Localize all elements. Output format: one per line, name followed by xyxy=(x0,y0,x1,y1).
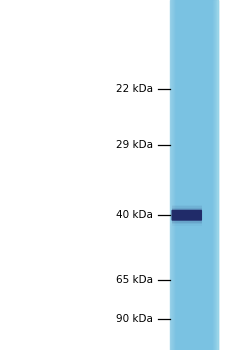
Bar xyxy=(199,0,200,350)
Bar xyxy=(175,0,176,350)
Text: 40 kDa: 40 kDa xyxy=(116,210,153,220)
Bar xyxy=(187,0,188,350)
Bar xyxy=(180,0,181,350)
Bar xyxy=(209,0,210,350)
Bar xyxy=(172,0,173,350)
Text: 22 kDa: 22 kDa xyxy=(116,84,153,94)
Text: 90 kDa: 90 kDa xyxy=(116,314,153,323)
Text: 65 kDa: 65 kDa xyxy=(116,275,153,285)
Bar xyxy=(196,0,197,350)
Bar xyxy=(201,0,202,350)
Bar xyxy=(206,0,207,350)
Bar xyxy=(170,0,171,350)
Bar xyxy=(193,0,194,350)
Bar xyxy=(186,0,187,350)
Bar xyxy=(217,0,218,350)
Bar xyxy=(202,0,203,350)
Bar xyxy=(183,0,184,350)
Bar xyxy=(173,0,174,350)
Bar xyxy=(176,0,177,350)
Bar xyxy=(180,0,181,350)
Bar xyxy=(200,0,201,350)
Bar xyxy=(216,0,217,350)
Bar xyxy=(196,0,198,350)
Bar xyxy=(194,0,195,350)
Bar xyxy=(188,0,189,350)
Bar xyxy=(197,0,198,350)
Bar xyxy=(209,0,210,350)
Bar xyxy=(195,0,196,350)
Bar xyxy=(205,0,206,350)
Bar xyxy=(181,0,182,350)
Bar xyxy=(177,0,178,350)
Bar xyxy=(200,0,202,350)
Bar xyxy=(210,0,211,350)
Bar xyxy=(192,0,193,350)
Bar xyxy=(172,209,202,221)
Bar xyxy=(203,0,204,350)
Bar xyxy=(190,0,191,350)
Bar xyxy=(191,0,192,350)
Bar xyxy=(189,0,190,350)
Bar xyxy=(185,0,186,350)
Bar xyxy=(215,0,216,350)
Bar xyxy=(205,0,206,350)
Bar xyxy=(182,0,183,350)
Bar xyxy=(211,0,212,350)
Bar xyxy=(204,0,205,350)
Bar xyxy=(172,208,202,223)
Bar xyxy=(213,0,214,350)
Bar xyxy=(172,206,202,224)
Bar xyxy=(171,205,202,226)
Bar xyxy=(208,0,209,350)
Bar xyxy=(171,0,172,350)
Bar xyxy=(178,0,179,350)
FancyBboxPatch shape xyxy=(171,210,202,221)
Bar xyxy=(184,0,185,350)
Bar xyxy=(188,0,189,350)
Bar xyxy=(217,0,218,350)
Bar xyxy=(192,0,194,350)
Bar xyxy=(176,0,177,350)
Bar xyxy=(212,0,213,350)
Text: 29 kDa: 29 kDa xyxy=(116,140,153,150)
Bar xyxy=(207,0,208,350)
Bar xyxy=(179,0,180,350)
Bar xyxy=(174,0,175,350)
Bar xyxy=(213,0,214,350)
Bar xyxy=(214,0,215,350)
Bar xyxy=(171,0,173,350)
Bar xyxy=(198,0,199,350)
